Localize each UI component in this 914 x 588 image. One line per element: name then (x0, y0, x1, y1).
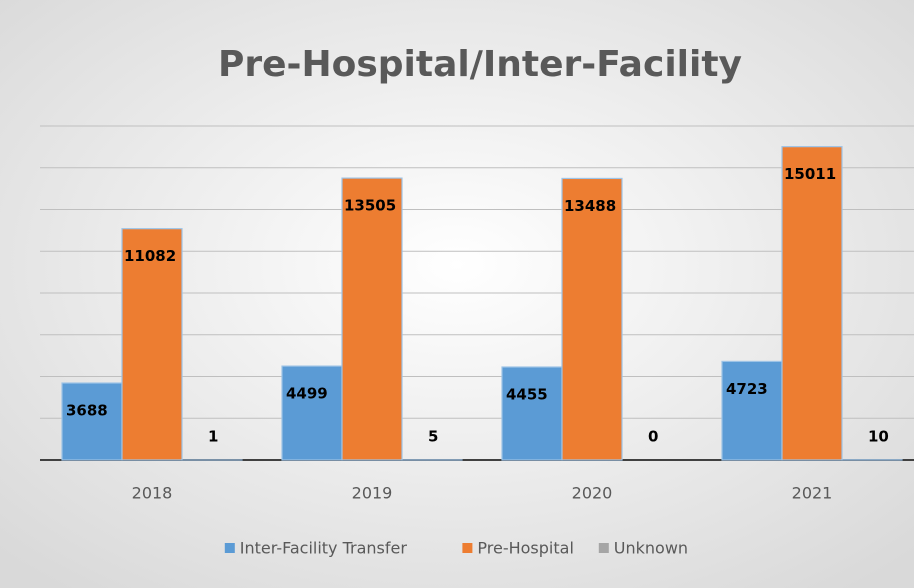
bar (341, 177, 403, 461)
chart-title: Pre-Hospital/Inter-Facility (218, 44, 742, 85)
bar (281, 365, 343, 461)
data-label: 15011 (784, 165, 836, 183)
data-label: 5 (428, 428, 438, 446)
x-tick-label: 2018 (132, 484, 173, 503)
data-label: 1 (208, 428, 218, 446)
data-label: 3688 (66, 402, 108, 420)
bar (721, 360, 783, 461)
legend-swatch (462, 543, 473, 553)
data-label: 10 (868, 428, 889, 446)
data-label: 11082 (124, 247, 176, 265)
x-tick-label: 2020 (572, 484, 613, 503)
legend-label: Inter-Facility Transfer (240, 539, 408, 558)
bar (61, 382, 123, 461)
bar (121, 228, 183, 461)
bar (781, 146, 843, 461)
data-label: 13488 (564, 197, 616, 215)
data-label: 13505 (344, 197, 396, 215)
data-label: 4723 (726, 380, 768, 398)
bar (561, 177, 623, 461)
data-label: 4455 (506, 386, 548, 404)
x-tick-label: 2021 (792, 484, 833, 503)
legend-swatch (224, 543, 235, 553)
legend-swatch (598, 543, 609, 553)
x-tick-label: 2019 (352, 484, 393, 503)
legend-label: Unknown (614, 539, 688, 558)
data-label: 4499 (286, 385, 328, 403)
bar (501, 366, 563, 461)
data-label: 0 (648, 428, 658, 446)
legend-label: Pre-Hospital (477, 539, 574, 558)
